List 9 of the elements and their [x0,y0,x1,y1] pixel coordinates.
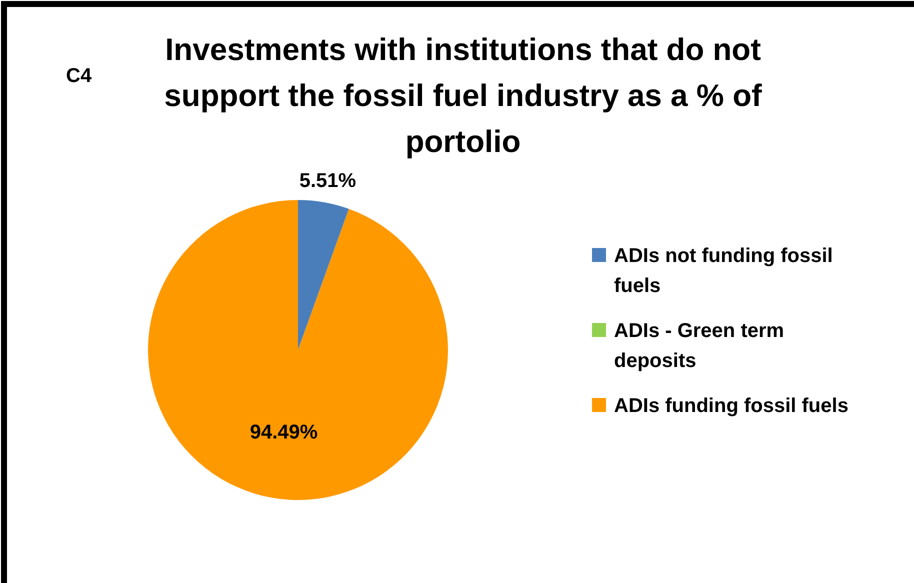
data-label: 94.49% [250,421,318,444]
chart-title: Investments with institutions that do not support the fossil fuel industry as a % of portolio [164,32,763,159]
pie-slice [298,200,349,350]
legend-label: ADIs - Green term deposits [614,320,784,372]
legend-label: ADIs funding fossil fuels [614,395,848,417]
text: C4 [66,65,92,87]
legend-label: ADIs not funding fossil fuels [614,245,833,297]
pie-slice [148,200,448,500]
data-label: 5.51% [299,170,356,192]
